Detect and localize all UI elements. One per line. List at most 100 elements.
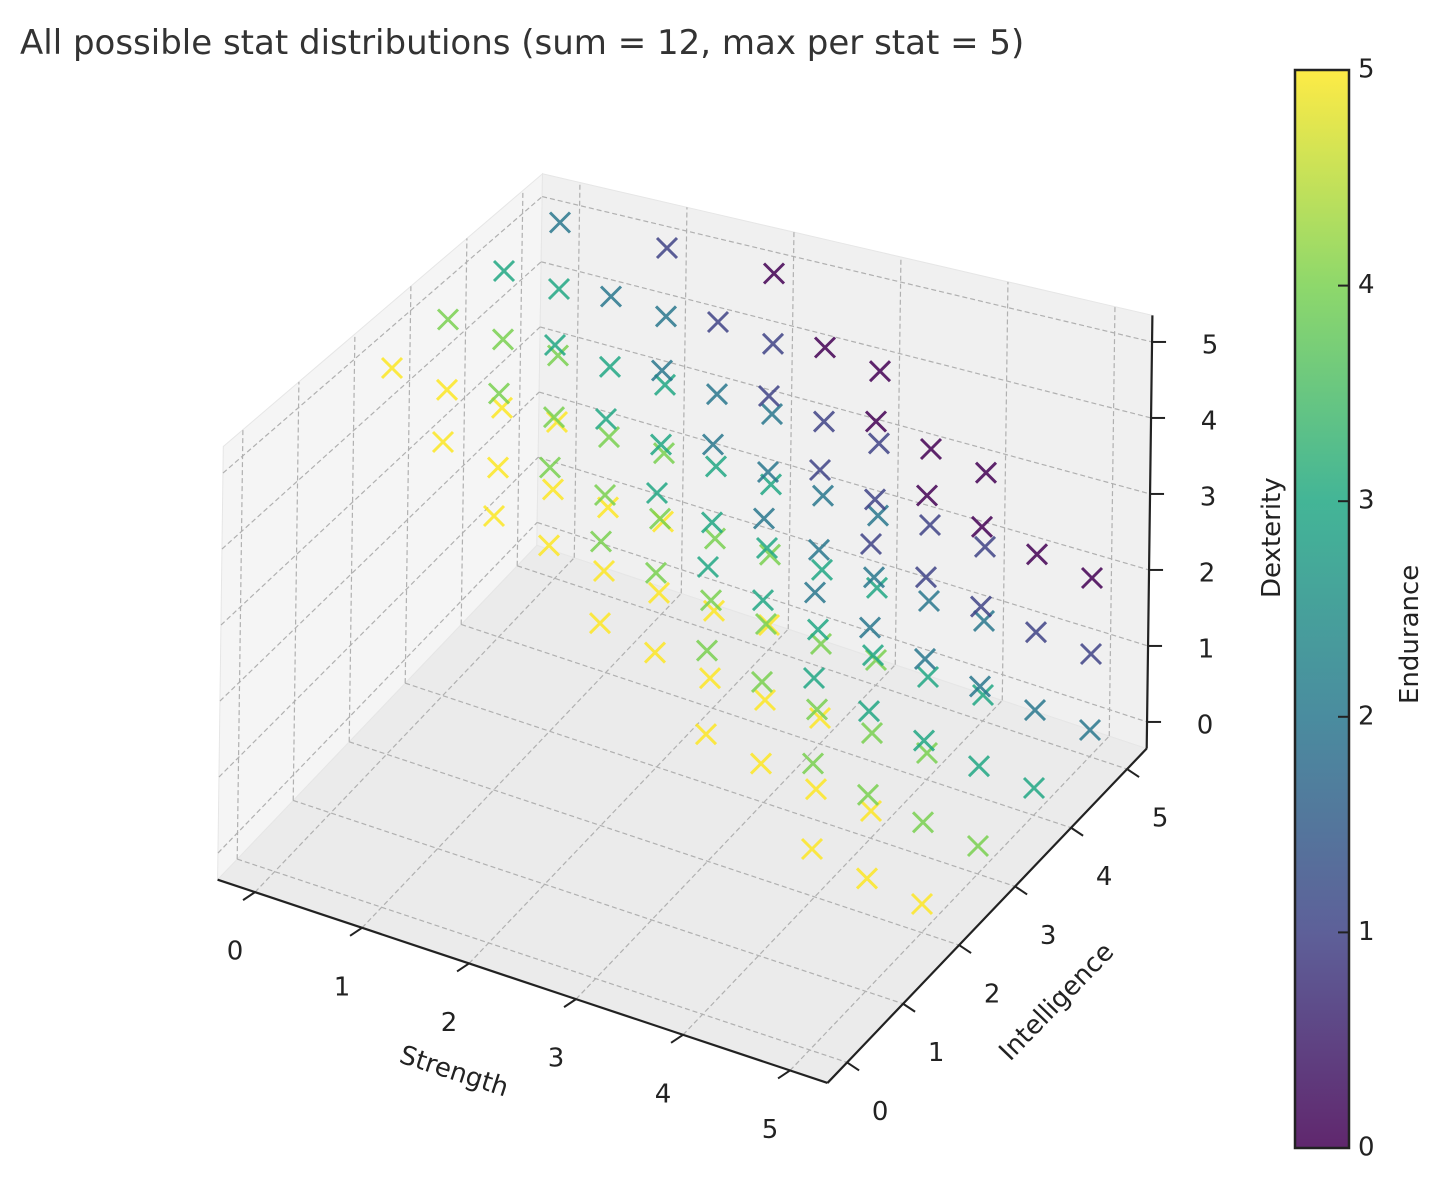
data-point: [859, 532, 883, 556]
colorbar: 0 1 2 3 4 5: [1293, 55, 1375, 1163]
x-marker-stroke: [971, 683, 995, 707]
x-marker-stroke: [911, 811, 935, 834]
data-point: [754, 612, 778, 636]
axes-panes: [216, 172, 1153, 1084]
data-point: [598, 355, 622, 378]
data-point: [807, 538, 831, 561]
data-point: [704, 455, 728, 478]
floor-grid-strength: [468, 628, 789, 964]
y-tick: [958, 944, 972, 954]
chart-title: All possible stat distributions (sum = 1…: [20, 23, 1024, 63]
x-marker-stroke: [916, 665, 940, 689]
x-marker-stroke: [801, 752, 825, 775]
z-axis-label: Dexterity: [1257, 477, 1287, 598]
x-marker-stroke: [643, 641, 667, 664]
x-marker-stroke: [546, 344, 570, 367]
floor-grid-intelligence: [349, 741, 960, 946]
data-point: [917, 589, 941, 613]
data-point: [800, 837, 824, 861]
data-point: [548, 211, 572, 234]
data-point: [760, 403, 784, 426]
back-grid-strength: [787, 232, 795, 630]
x-marker-stroke: [968, 675, 992, 698]
data-point: [491, 328, 515, 351]
data-point: [855, 867, 879, 890]
left-grid-dexterity: [220, 326, 541, 626]
data-point: [1023, 699, 1047, 722]
data-point: [655, 236, 679, 260]
y-tick: [902, 1002, 916, 1013]
data-point: [588, 612, 612, 635]
data-point: [812, 410, 836, 433]
floor-grid-intelligence: [405, 682, 1016, 887]
x-marker-stroke: [861, 644, 885, 667]
data-point: [808, 458, 832, 482]
x-marker-stroke: [859, 532, 883, 556]
x-marker-stroke: [487, 382, 511, 405]
x-marker-stroke: [860, 722, 884, 745]
x-marker-stroke: [435, 378, 459, 401]
data-point: [801, 752, 825, 775]
back-grid-dexterity: [538, 391, 1150, 571]
data-point: [911, 811, 935, 834]
x-marker-stroke: [1024, 621, 1048, 644]
x-marker-stroke: [967, 755, 991, 778]
floor-grid-strength: [682, 699, 1003, 1036]
x-marker-stroke: [1080, 566, 1104, 590]
data-point: [861, 644, 885, 667]
x-axis-label: Strength: [396, 1040, 512, 1103]
y-tick-label: 3: [1040, 921, 1057, 951]
data-point: [758, 543, 782, 566]
back-grid-dexterity: [541, 261, 1152, 419]
x-marker-stroke: [702, 599, 726, 622]
data-point: [487, 382, 511, 405]
data-point: [698, 667, 722, 690]
x-marker-stroke: [436, 308, 460, 331]
floor-grid-intelligence: [237, 858, 848, 1063]
x-marker-stroke: [970, 515, 994, 538]
data-point: [699, 589, 723, 612]
floor-grid-intelligence: [517, 565, 1128, 770]
data-point: [436, 308, 460, 331]
data-point: [701, 433, 725, 456]
data-point: [810, 558, 834, 581]
x-marker-stroke: [1022, 776, 1046, 800]
data-point: [654, 305, 678, 328]
data-point: [593, 483, 617, 507]
data-point: [864, 410, 888, 433]
data-point: [913, 647, 937, 670]
x-marker-stroke: [864, 410, 888, 433]
data-point: [1079, 642, 1103, 666]
z-tick-label: 3: [1200, 482, 1217, 512]
data-point: [806, 618, 830, 641]
data-point: [644, 561, 668, 584]
x-marker-stroke: [698, 667, 722, 690]
data-point: [543, 333, 567, 357]
data-point: [592, 559, 616, 583]
data-point: [696, 555, 720, 579]
x-marker-stroke: [856, 783, 880, 806]
x-marker-stroke: [862, 566, 886, 589]
data-point: [380, 356, 404, 380]
data-point: [966, 834, 990, 858]
x-marker-stroke: [760, 403, 784, 426]
x-marker-stroke: [808, 706, 832, 730]
x-marker-stroke: [918, 513, 942, 537]
x-marker-stroke: [804, 778, 828, 801]
data-point: [970, 515, 994, 538]
x-marker-stroke: [913, 647, 937, 670]
x-marker-stroke: [865, 576, 889, 599]
data-point: [811, 484, 835, 507]
x-marker-stroke: [806, 618, 830, 641]
data-point: [1025, 543, 1049, 566]
data-point: [914, 566, 938, 589]
x-marker-stroke: [593, 483, 617, 507]
left-grid-dexterity: [217, 522, 538, 854]
floor-grid-strength: [789, 735, 1110, 1071]
x-marker-stroke: [592, 559, 616, 583]
x-marker-stroke: [694, 723, 718, 746]
x-marker-stroke: [696, 555, 720, 579]
data-point: [435, 378, 459, 401]
x-marker-stroke: [706, 310, 730, 334]
